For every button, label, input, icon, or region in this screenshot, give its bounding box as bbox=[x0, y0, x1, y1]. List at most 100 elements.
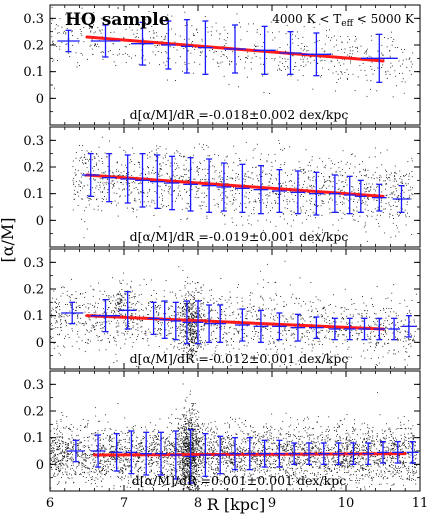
star-point bbox=[161, 174, 163, 176]
star-point bbox=[89, 449, 91, 451]
star-point bbox=[165, 302, 167, 303]
star-point bbox=[335, 44, 337, 46]
star-point bbox=[51, 19, 53, 21]
star-point bbox=[357, 221, 359, 222]
star-point bbox=[120, 347, 121, 349]
star-point bbox=[217, 188, 219, 190]
star-point bbox=[116, 169, 118, 171]
star-point bbox=[133, 170, 135, 172]
star-point bbox=[187, 24, 188, 26]
star-point bbox=[354, 471, 356, 473]
star-point bbox=[134, 199, 136, 201]
star-point bbox=[263, 456, 264, 458]
star-point bbox=[151, 295, 152, 296]
star-point bbox=[355, 47, 357, 48]
star-point bbox=[280, 148, 282, 150]
star-point bbox=[389, 174, 391, 176]
star-point bbox=[131, 328, 132, 330]
star-point bbox=[311, 159, 313, 161]
star-point bbox=[101, 322, 103, 324]
star-point bbox=[376, 167, 378, 169]
star-point bbox=[189, 309, 191, 311]
star-point bbox=[140, 191, 142, 192]
star-point bbox=[185, 325, 186, 327]
star-point bbox=[317, 332, 318, 334]
star-point bbox=[266, 329, 268, 330]
star-point bbox=[285, 318, 287, 320]
star-point bbox=[152, 449, 154, 451]
star-point bbox=[385, 326, 387, 328]
star-point bbox=[79, 442, 81, 444]
star-point bbox=[99, 290, 101, 292]
star-point bbox=[195, 313, 197, 315]
star-point bbox=[170, 332, 172, 334]
star-point bbox=[364, 191, 366, 193]
star-point bbox=[390, 37, 392, 38]
star-point bbox=[210, 31, 212, 33]
star-point bbox=[193, 317, 195, 318]
star-point bbox=[120, 300, 121, 302]
star-point bbox=[113, 31, 115, 33]
star-point bbox=[224, 299, 226, 301]
star-point bbox=[256, 31, 258, 33]
star-point bbox=[51, 337, 52, 339]
errorbar bbox=[328, 317, 341, 341]
star-point bbox=[235, 180, 236, 182]
star-point bbox=[306, 336, 308, 337]
star-point bbox=[176, 314, 178, 316]
star-point bbox=[59, 314, 61, 316]
star-point bbox=[128, 55, 130, 57]
star-point bbox=[193, 332, 194, 334]
star-point bbox=[395, 312, 397, 314]
star-point bbox=[411, 300, 413, 301]
star-point bbox=[324, 320, 325, 322]
star-point bbox=[168, 321, 169, 323]
star-point bbox=[107, 309, 109, 311]
star-point bbox=[205, 318, 207, 320]
star-point bbox=[79, 157, 81, 159]
star-point bbox=[95, 310, 97, 312]
star-point bbox=[166, 152, 168, 154]
star-point bbox=[263, 230, 264, 232]
star-point bbox=[291, 450, 293, 452]
star-point bbox=[125, 324, 127, 326]
star-point bbox=[275, 315, 277, 317]
star-point bbox=[345, 438, 347, 439]
star-point bbox=[169, 317, 171, 318]
star-point bbox=[244, 333, 245, 334]
star-point bbox=[370, 189, 371, 191]
star-point bbox=[198, 188, 200, 190]
star-point bbox=[354, 444, 356, 446]
star-point bbox=[320, 329, 322, 331]
star-point bbox=[116, 309, 118, 311]
star-point bbox=[58, 316, 60, 318]
star-point bbox=[261, 176, 263, 177]
star-point bbox=[328, 361, 330, 363]
star-point bbox=[381, 67, 383, 68]
star-point bbox=[274, 57, 276, 59]
star-point bbox=[389, 50, 390, 52]
star-point bbox=[304, 342, 306, 343]
star-point bbox=[276, 49, 278, 51]
star-point bbox=[120, 309, 122, 310]
star-point bbox=[79, 65, 80, 66]
star-point bbox=[406, 173, 407, 175]
star-point bbox=[117, 331, 119, 333]
star-point bbox=[115, 299, 117, 301]
star-point bbox=[229, 315, 231, 316]
star-point bbox=[397, 322, 399, 323]
star-point bbox=[217, 206, 219, 208]
star-point bbox=[383, 322, 385, 324]
star-point bbox=[184, 169, 186, 171]
star-point bbox=[405, 214, 407, 216]
star-point bbox=[193, 297, 195, 298]
star-point bbox=[195, 338, 196, 339]
star-point bbox=[392, 443, 394, 445]
star-point bbox=[155, 32, 157, 34]
star-point bbox=[74, 313, 76, 315]
star-point bbox=[60, 316, 62, 318]
star-point bbox=[108, 307, 109, 308]
star-point bbox=[196, 348, 198, 349]
star-point bbox=[231, 344, 232, 346]
star-point bbox=[283, 326, 285, 328]
